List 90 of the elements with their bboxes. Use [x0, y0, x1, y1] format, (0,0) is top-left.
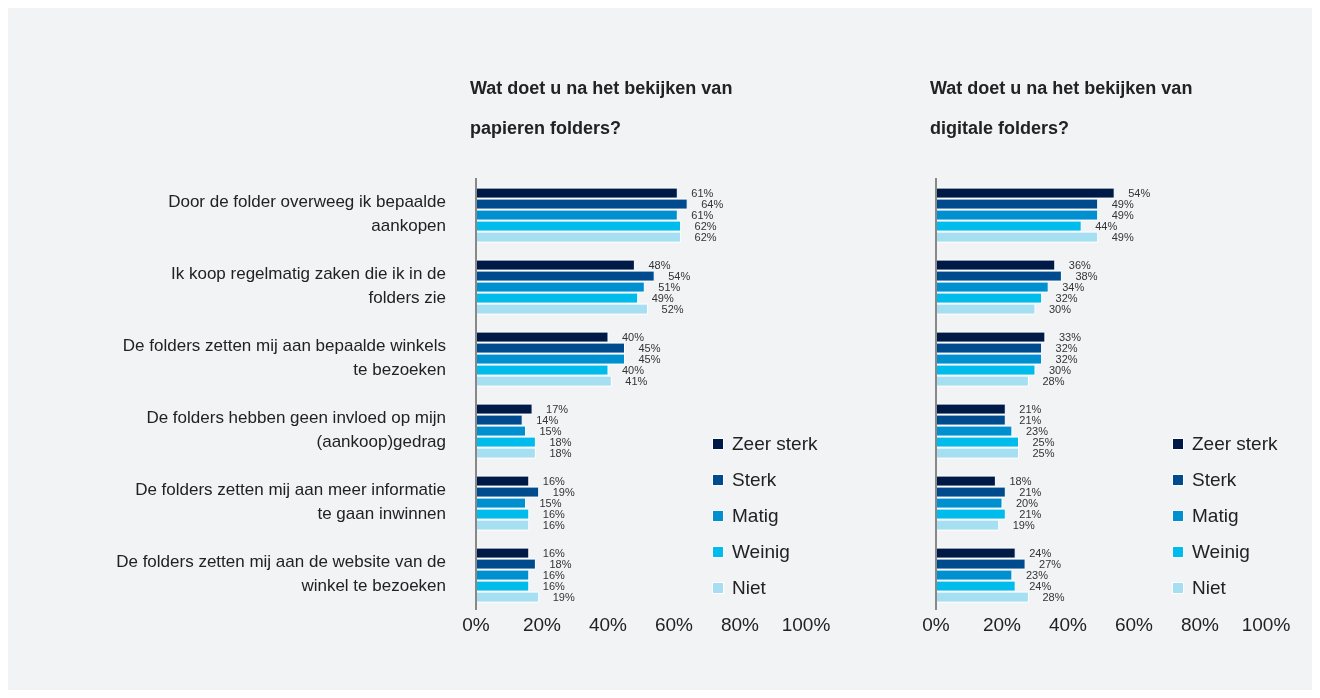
data-label: 23% — [1025, 568, 1049, 581]
data-label: 34% — [1062, 280, 1085, 293]
data-label: 14% — [536, 413, 559, 426]
data-label: 16% — [542, 579, 566, 592]
y-tick-label: De folders zetten mij aan de website van de winkel te bezoeken — [116, 552, 446, 595]
x-tick-label: 100% — [781, 614, 831, 636]
x-tick-label: 80% — [720, 614, 760, 636]
data-label: 20% — [1016, 496, 1039, 509]
data-label: 21% — [1019, 485, 1042, 498]
chart-title: Wat doet u na het bekijken van papieren folders? — [470, 77, 734, 140]
data-label: 15% — [539, 496, 562, 509]
x-tick-label: 0% — [462, 614, 490, 636]
data-label: 21% — [1019, 402, 1042, 415]
x-tick-label: 100% — [1241, 614, 1291, 636]
data-label: 44% — [1095, 219, 1118, 232]
legend-label: Matig — [732, 505, 779, 527]
legend-label: Weinig — [732, 541, 790, 563]
legend-label: Weinig — [1192, 541, 1250, 563]
data-label: 24% — [1029, 546, 1052, 559]
data-label: 45% — [638, 352, 661, 365]
x-tick-label: 0% — [922, 614, 950, 636]
data-label: 16% — [542, 507, 566, 520]
data-label: 62% — [694, 219, 717, 232]
data-label: 18% — [549, 557, 572, 570]
data-label: 49% — [651, 291, 674, 304]
data-label: 25% — [1032, 446, 1055, 459]
data-label: 16% — [542, 474, 566, 487]
data-label: 54% — [668, 269, 691, 282]
y-tick-label: De folders hebben geen invloed op mijn (aankoop)gedrag — [146, 408, 446, 451]
chart-title: Wat doet u na het bekijken van digitale folders? — [930, 77, 1194, 140]
y-tick-label: Door de folder overweeg ik bepaalde aankopen — [168, 192, 446, 235]
data-label: 45% — [638, 341, 661, 354]
data-label: 49% — [1111, 230, 1134, 243]
data-label: 27% — [1039, 557, 1062, 570]
data-label: 19% — [552, 485, 575, 498]
data-label: 61% — [691, 186, 714, 199]
x-tick-label: 20% — [522, 614, 562, 636]
data-label: 40% — [622, 330, 645, 343]
data-label: 33% — [1058, 330, 1082, 343]
data-label: 41% — [625, 374, 648, 387]
legend-label: Niet — [1192, 577, 1226, 599]
data-label: 16% — [542, 546, 566, 559]
data-label: 30% — [1049, 302, 1072, 315]
legend-label: Sterk — [732, 469, 777, 491]
data-label: 64% — [701, 197, 724, 210]
x-tick-label: 40% — [588, 614, 628, 636]
data-label: 28% — [1042, 590, 1065, 603]
data-label: 16% — [542, 518, 566, 531]
data-label: 61% — [691, 208, 714, 221]
data-label: 32% — [1055, 352, 1078, 365]
data-label: 15% — [539, 424, 562, 437]
data-label: 18% — [549, 446, 572, 459]
y-tick-label: Ik koop regelmatig zaken die ik in de folders zie — [171, 264, 446, 307]
data-label: 18% — [549, 435, 572, 448]
y-tick-label: De folders zetten mij aan bepaalde winkels te bezoeken — [122, 336, 446, 379]
data-label: 54% — [1128, 186, 1151, 199]
data-label: 52% — [661, 302, 684, 315]
data-label: 16% — [542, 568, 566, 581]
x-tick-label: 60% — [654, 614, 694, 636]
data-label: 24% — [1029, 579, 1052, 592]
x-tick-label: 60% — [1114, 614, 1154, 636]
data-label: 62% — [694, 230, 717, 243]
legend-label: Matig — [1192, 505, 1239, 527]
data-label: 30% — [1049, 363, 1072, 376]
data-label: 21% — [1019, 507, 1042, 520]
x-tick-label: 40% — [1048, 614, 1088, 636]
y-tick-label: De folders zetten mij aan meer informatie te gaan inwinnen — [135, 480, 446, 523]
data-label: 48% — [648, 258, 671, 271]
x-tick-label: 80% — [1180, 614, 1220, 636]
data-label: 49% — [1111, 197, 1134, 210]
data-label: 32% — [1055, 291, 1078, 304]
data-label: 36% — [1068, 258, 1092, 271]
data-label: 25% — [1032, 435, 1055, 448]
data-label: 40% — [622, 363, 645, 376]
legend-label: Zeer sterk — [1192, 433, 1278, 455]
data-label: 19% — [552, 590, 575, 603]
data-label: 32% — [1055, 341, 1078, 354]
data-label: 17% — [546, 402, 569, 415]
legend-label: Sterk — [1192, 469, 1237, 491]
data-label: 51% — [658, 280, 681, 293]
legend-label: Zeer sterk — [732, 433, 818, 455]
data-label: 38% — [1075, 269, 1098, 282]
data-label: 28% — [1042, 374, 1065, 387]
data-label: 18% — [1009, 474, 1032, 487]
legend-label: Niet — [732, 577, 766, 599]
x-tick-label: 20% — [982, 614, 1022, 636]
data-label: 49% — [1111, 208, 1134, 221]
data-label: 23% — [1025, 424, 1049, 437]
data-label: 19% — [1012, 518, 1035, 531]
data-label: 21% — [1019, 413, 1042, 426]
